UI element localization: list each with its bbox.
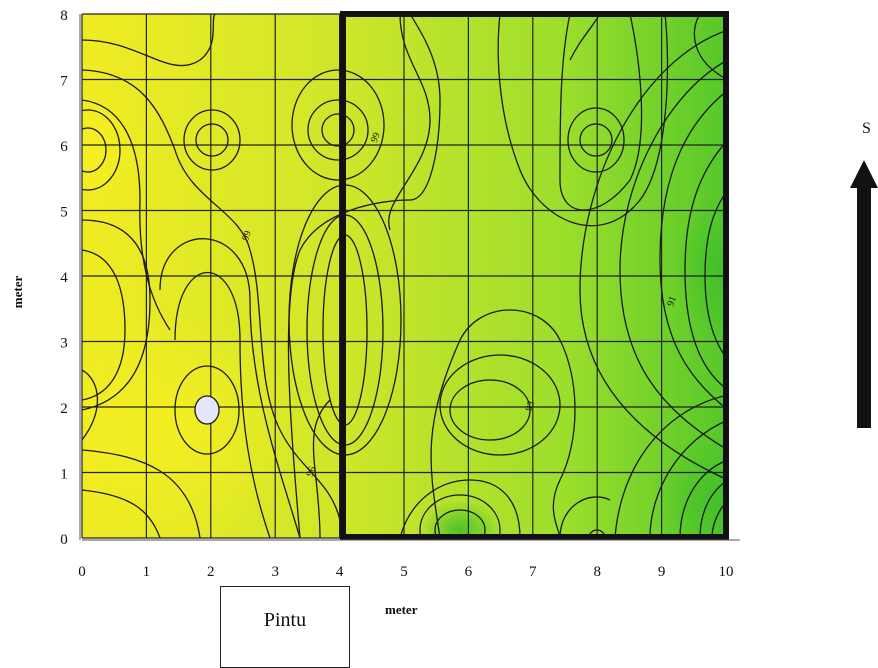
x-tick-label: 8 (593, 564, 601, 580)
highlight-region (340, 11, 729, 540)
y-tick-label: 7 (60, 74, 68, 90)
x-tick-label: 3 (271, 564, 279, 580)
contour-value-label: 99 (240, 229, 254, 242)
y-tick-label: 4 (60, 270, 68, 286)
door-box: Pintu (220, 586, 350, 668)
x-tick-label: 5 (400, 564, 408, 580)
low-zone (675, 190, 728, 350)
x-tick-label: 6 (465, 564, 473, 580)
x-tick-label: 7 (529, 564, 537, 580)
x-tick-label: 0 (78, 564, 86, 580)
y-tick-label: 5 (60, 205, 68, 221)
contour-lines (82, 14, 728, 538)
low-zone (420, 500, 500, 538)
x-axis-title: meter (385, 602, 418, 617)
y-tick-label: 2 (60, 401, 68, 417)
y-axis-title: meter (10, 276, 25, 309)
x-tick-label: 4 (336, 564, 344, 580)
y-tick-labels: 0 1 2 3 4 5 6 7 8 (60, 8, 68, 548)
north-arrow-icon (850, 160, 878, 428)
x-tick-label: 10 (719, 564, 734, 580)
high-zone (82, 310, 300, 538)
contour-labels: 99 99 96 91 93 (240, 131, 679, 478)
contour-value-label: 93 (524, 400, 538, 413)
contour-value-label: 99 (369, 131, 383, 144)
compass: S (850, 120, 878, 440)
y-tick-label: 8 (60, 8, 68, 24)
compass-letter: S (862, 120, 871, 137)
y-tick-label: 6 (60, 139, 68, 155)
y-tick-label: 1 (60, 467, 68, 483)
low-zone (650, 430, 728, 538)
contour-value-label: 96 (305, 465, 319, 478)
x-tick-label: 1 (143, 564, 151, 580)
x-tick-label: 9 (658, 564, 666, 580)
high-zone (82, 80, 150, 220)
contour-value-label: 91 (665, 295, 679, 308)
x-tick-labels: 0 1 2 3 4 5 6 7 8 9 10 (78, 564, 733, 580)
y-tick-label: 0 (60, 532, 68, 548)
y-tick-label: 3 (60, 336, 68, 352)
x-tick-label: 2 (207, 564, 215, 580)
door-label: Pintu (263, 609, 307, 631)
